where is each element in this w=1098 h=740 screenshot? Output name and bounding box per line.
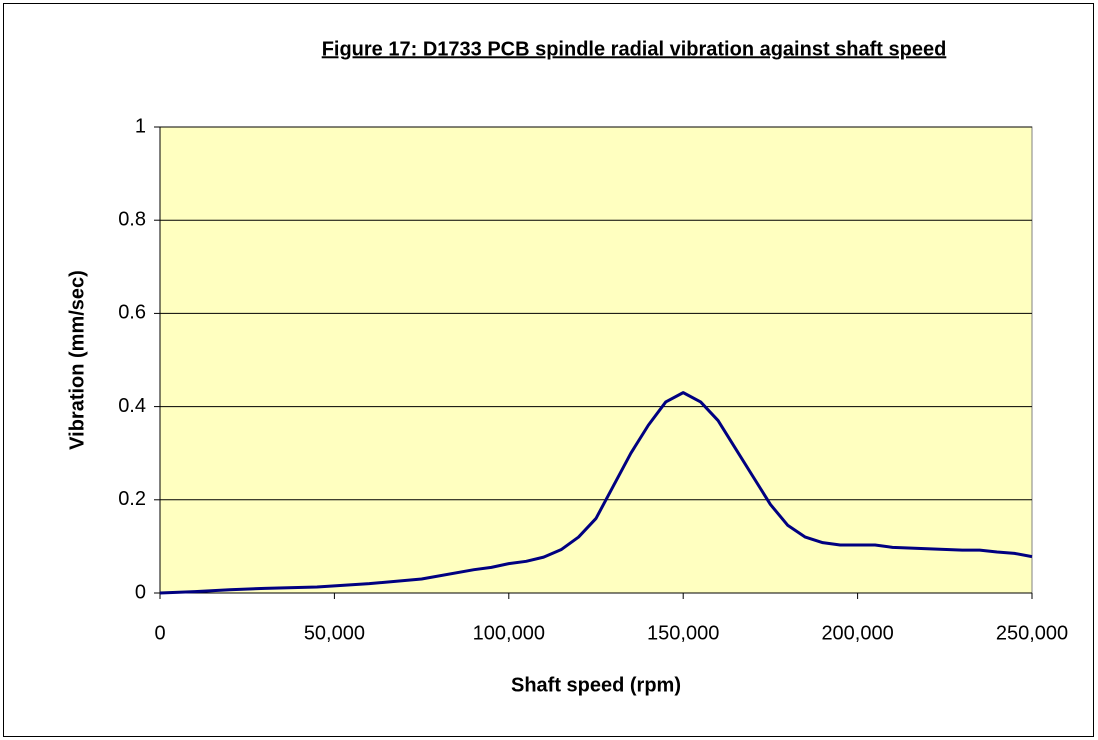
x-tick-label: 150,000	[647, 622, 719, 644]
x-tick-label: 50,000	[304, 622, 365, 644]
chart-title: Figure 17: D1733 PCB spindle radial vibr…	[322, 38, 947, 60]
y-tick-label: 0.8	[118, 208, 146, 230]
x-axis-label: Shaft speed (rpm)	[511, 674, 681, 696]
y-tick-label: 0.2	[118, 488, 146, 510]
y-axis-label: Vibration (mm/sec)	[66, 270, 88, 450]
x-tick-label: 0	[154, 622, 165, 644]
plot-area	[159, 126, 1033, 594]
y-tick-label: 0	[135, 581, 146, 603]
y-tick-label: 1	[135, 115, 146, 137]
data-line	[159, 391, 1033, 595]
y-tick-label: 0.4	[118, 395, 146, 417]
x-tick-label: 200,000	[821, 622, 893, 644]
y-tick-label: 0.6	[118, 302, 146, 324]
x-tick-label: 100,000	[473, 622, 545, 644]
x-tick-label: 250,000	[996, 622, 1068, 644]
